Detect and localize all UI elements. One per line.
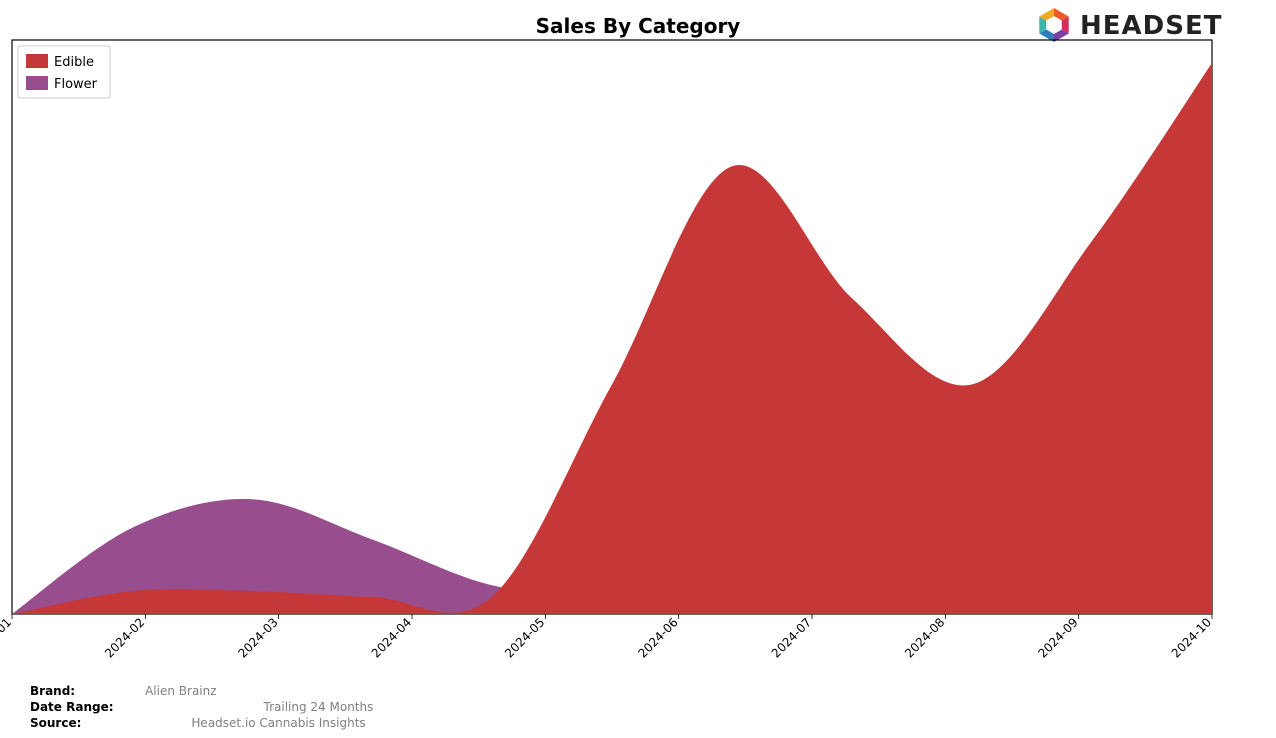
x-tick-label: 2024-01	[0, 615, 14, 660]
x-tick-group: 2024-01 2024-02 2024-03 2024-04 2024-05 2024-…	[0, 614, 1214, 661]
legend: Edible Flower	[18, 46, 110, 98]
sales-chart: 2024-01 2024-02 2024-03 2024-04 2024-05 2024-…	[0, 0, 1276, 680]
meta-row: Brand:Alien Brainz	[30, 684, 217, 698]
x-tick-label: 2024-10	[1169, 615, 1214, 660]
meta-label: Brand:	[30, 684, 75, 698]
legend-swatch-flower	[26, 76, 48, 90]
meta-row: Source:Headset.io Cannabis Insights	[30, 716, 366, 730]
area-series-group	[12, 63, 1212, 615]
meta-label: Source:	[30, 716, 81, 730]
meta-value: Trailing 24 Months	[114, 700, 374, 714]
x-tick-label: 2024-09	[1035, 615, 1080, 660]
x-tick-label: 2024-07	[769, 615, 814, 660]
legend-label-flower: Flower	[54, 77, 98, 92]
legend-label-edible: Edible	[54, 55, 94, 70]
x-tick-label: 2024-06	[635, 615, 680, 660]
x-tick-label: 2024-03	[235, 615, 280, 660]
meta-value: Headset.io Cannabis Insights	[81, 716, 365, 730]
x-tick-label: 2024-04	[369, 615, 414, 660]
x-tick-label: 2024-05	[502, 615, 547, 660]
meta-value: Alien Brainz	[75, 684, 216, 698]
legend-swatch-edible	[26, 54, 48, 68]
x-tick-label: 2024-08	[902, 615, 947, 660]
x-tick-label: 2024-02	[102, 615, 147, 660]
meta-row: Date Range:Trailing 24 Months	[30, 700, 373, 714]
meta-label: Date Range:	[30, 700, 114, 714]
